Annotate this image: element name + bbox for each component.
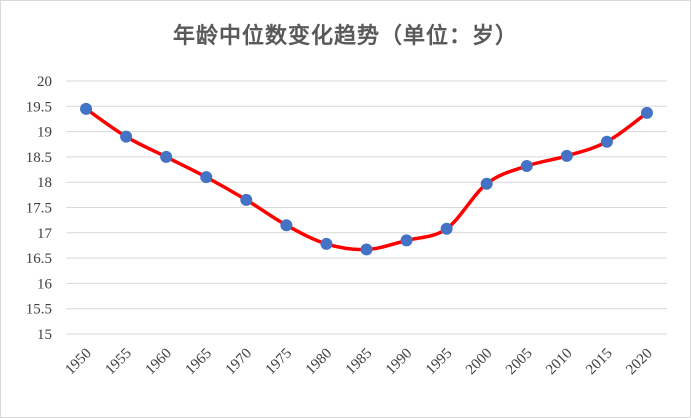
data-point [360, 243, 373, 256]
y-tick-label: 15 [37, 327, 52, 343]
x-tick-label: 1965 [183, 346, 216, 379]
x-tick-label: 2020 [623, 346, 656, 379]
x-tick-label: 1960 [142, 346, 175, 379]
y-tick-label: 16.5 [26, 251, 52, 267]
data-point [80, 102, 93, 115]
data-point [560, 149, 573, 162]
y-axis: 15 15.5 16 16.5 17 17.5 18 18.5 19 19.5 20 [26, 74, 53, 343]
data-point [600, 135, 613, 148]
data-point [400, 234, 413, 247]
x-tick-label: 1975 [263, 346, 296, 379]
data-point [480, 177, 493, 190]
x-tick-label: 1980 [303, 346, 336, 379]
data-point [320, 237, 333, 250]
data-point [280, 219, 293, 232]
y-tick-label: 17 [37, 226, 53, 242]
x-tick-label: 1995 [423, 346, 456, 379]
chart-title: 年龄中位数变化趋势（单位：岁） [172, 24, 518, 49]
data-point [240, 193, 253, 206]
y-tick-label: 19.5 [26, 99, 52, 115]
x-tick-label: 1970 [223, 346, 256, 379]
y-tick-label: 19 [37, 125, 52, 141]
y-tick-label: 15.5 [26, 302, 52, 318]
data-point [200, 171, 213, 184]
data-point [120, 130, 133, 143]
x-tick-label: 1955 [102, 346, 135, 379]
data-point [520, 160, 533, 173]
x-tick-label: 1950 [62, 346, 95, 379]
x-axis: 1950 1955 1960 1965 1970 1975 1980 1985 1990 1995… [62, 346, 655, 379]
x-tick-label: 2000 [463, 346, 496, 379]
y-tick-label: 17.5 [26, 201, 52, 217]
x-tick-label: 2010 [543, 346, 576, 379]
data-point [160, 150, 173, 163]
y-tick-label: 20 [37, 74, 52, 90]
plot-area [80, 102, 653, 256]
data-point [440, 222, 453, 235]
x-tick-label: 2015 [583, 346, 616, 379]
series-line [85, 107, 648, 252]
gridlines [66, 80, 667, 335]
y-tick-label: 18 [37, 175, 52, 191]
x-tick-label: 2005 [503, 346, 536, 379]
y-tick-label: 18.5 [26, 150, 52, 166]
data-point [640, 106, 653, 119]
y-tick-label: 16 [37, 276, 53, 292]
x-tick-label: 1985 [343, 346, 376, 379]
x-tick-label: 1990 [383, 346, 416, 379]
